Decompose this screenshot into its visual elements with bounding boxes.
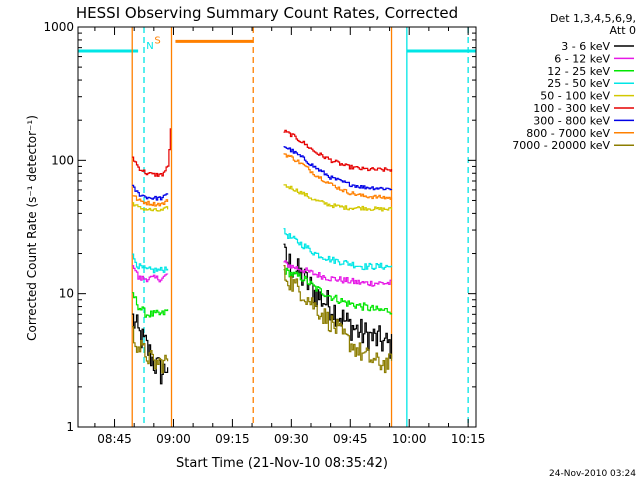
series-line-2-segment-2 <box>283 260 392 287</box>
flag-layer: NS <box>78 27 476 427</box>
plot-frame <box>77 26 477 428</box>
series-line-6-segment-2 <box>283 129 393 172</box>
series-line-8-segment-2 <box>283 153 393 200</box>
series-line-5-segment-1 <box>132 202 169 212</box>
plot-background <box>78 27 476 427</box>
series-line-7-segment-2 <box>283 146 393 191</box>
y-tick-label: 1000 <box>43 20 74 34</box>
series-line-2-segment-1 <box>132 265 169 283</box>
series-line-7-segment-1 <box>132 184 169 201</box>
series-line-1-segment-1 <box>132 313 169 385</box>
series-line-6-segment-1 <box>132 128 171 177</box>
series-line-4-segment-1 <box>132 253 169 274</box>
y-axis-label: Corrected Count Rate (s⁻¹ detector⁻¹) <box>25 115 39 341</box>
series-line-5-segment-2 <box>283 184 393 212</box>
x-tick-label: 09:45 <box>333 432 368 446</box>
legend-entry-label: 300 - 800 keV <box>533 114 610 127</box>
x-tick-label: 08:45 <box>97 432 132 446</box>
series-line-9-segment-1 <box>132 326 169 374</box>
legend-entry-label: 100 - 300 keV <box>533 102 610 115</box>
chart-title: HESSI Observing Summary Count Rates, Cor… <box>76 4 458 22</box>
legend-header-line: Att 0 <box>610 24 636 37</box>
plot-area <box>78 27 476 427</box>
series-line-4-segment-2 <box>283 228 393 271</box>
series-layer <box>132 128 393 385</box>
y-tick-label: 1 <box>66 420 74 434</box>
series-line-9-segment-2 <box>283 265 393 374</box>
x-tick-label: 09:30 <box>274 432 309 446</box>
footer-stamp: 24-Nov-2010 03:24 <box>549 469 636 479</box>
x-axis-label: Start Time (21-Nov-10 08:35:42) <box>176 456 388 471</box>
legend-entry-label: 25 - 50 keV <box>547 77 610 90</box>
night-flag-label: N <box>146 41 153 52</box>
y-tick-label: 10 <box>59 287 74 301</box>
legend-entry-label: 12 - 25 keV <box>547 65 610 78</box>
saa-flag-label: S <box>154 35 160 46</box>
x-tick-label: 10:00 <box>392 432 427 446</box>
series-line-8-segment-1 <box>132 195 169 207</box>
axes-layer: 08:45 09:00 09:15 09:30 09:45 10:00 10:15 1 10 10… <box>43 20 485 446</box>
legend-entry-label: 800 - 7000 keV <box>526 127 610 140</box>
y-tick-label: 100 <box>51 153 74 167</box>
legend-entry-label: 3 - 6 keV <box>561 40 610 53</box>
legend-entry-label: 7000 - 20000 keV <box>512 139 610 152</box>
legend-entry-label: 6 - 12 keV <box>554 52 610 65</box>
x-tick-label: 09:00 <box>156 432 191 446</box>
legend-entry-label: 50 - 100 keV <box>540 90 610 103</box>
legend-header-line: Det 1,3,4,5,6,9, <box>550 12 636 25</box>
series-line-3-segment-2 <box>283 267 393 315</box>
x-tick-label: 09:15 <box>215 432 250 446</box>
x-tick-label: 10:15 <box>451 432 486 446</box>
series-line-3-segment-1 <box>132 292 169 318</box>
